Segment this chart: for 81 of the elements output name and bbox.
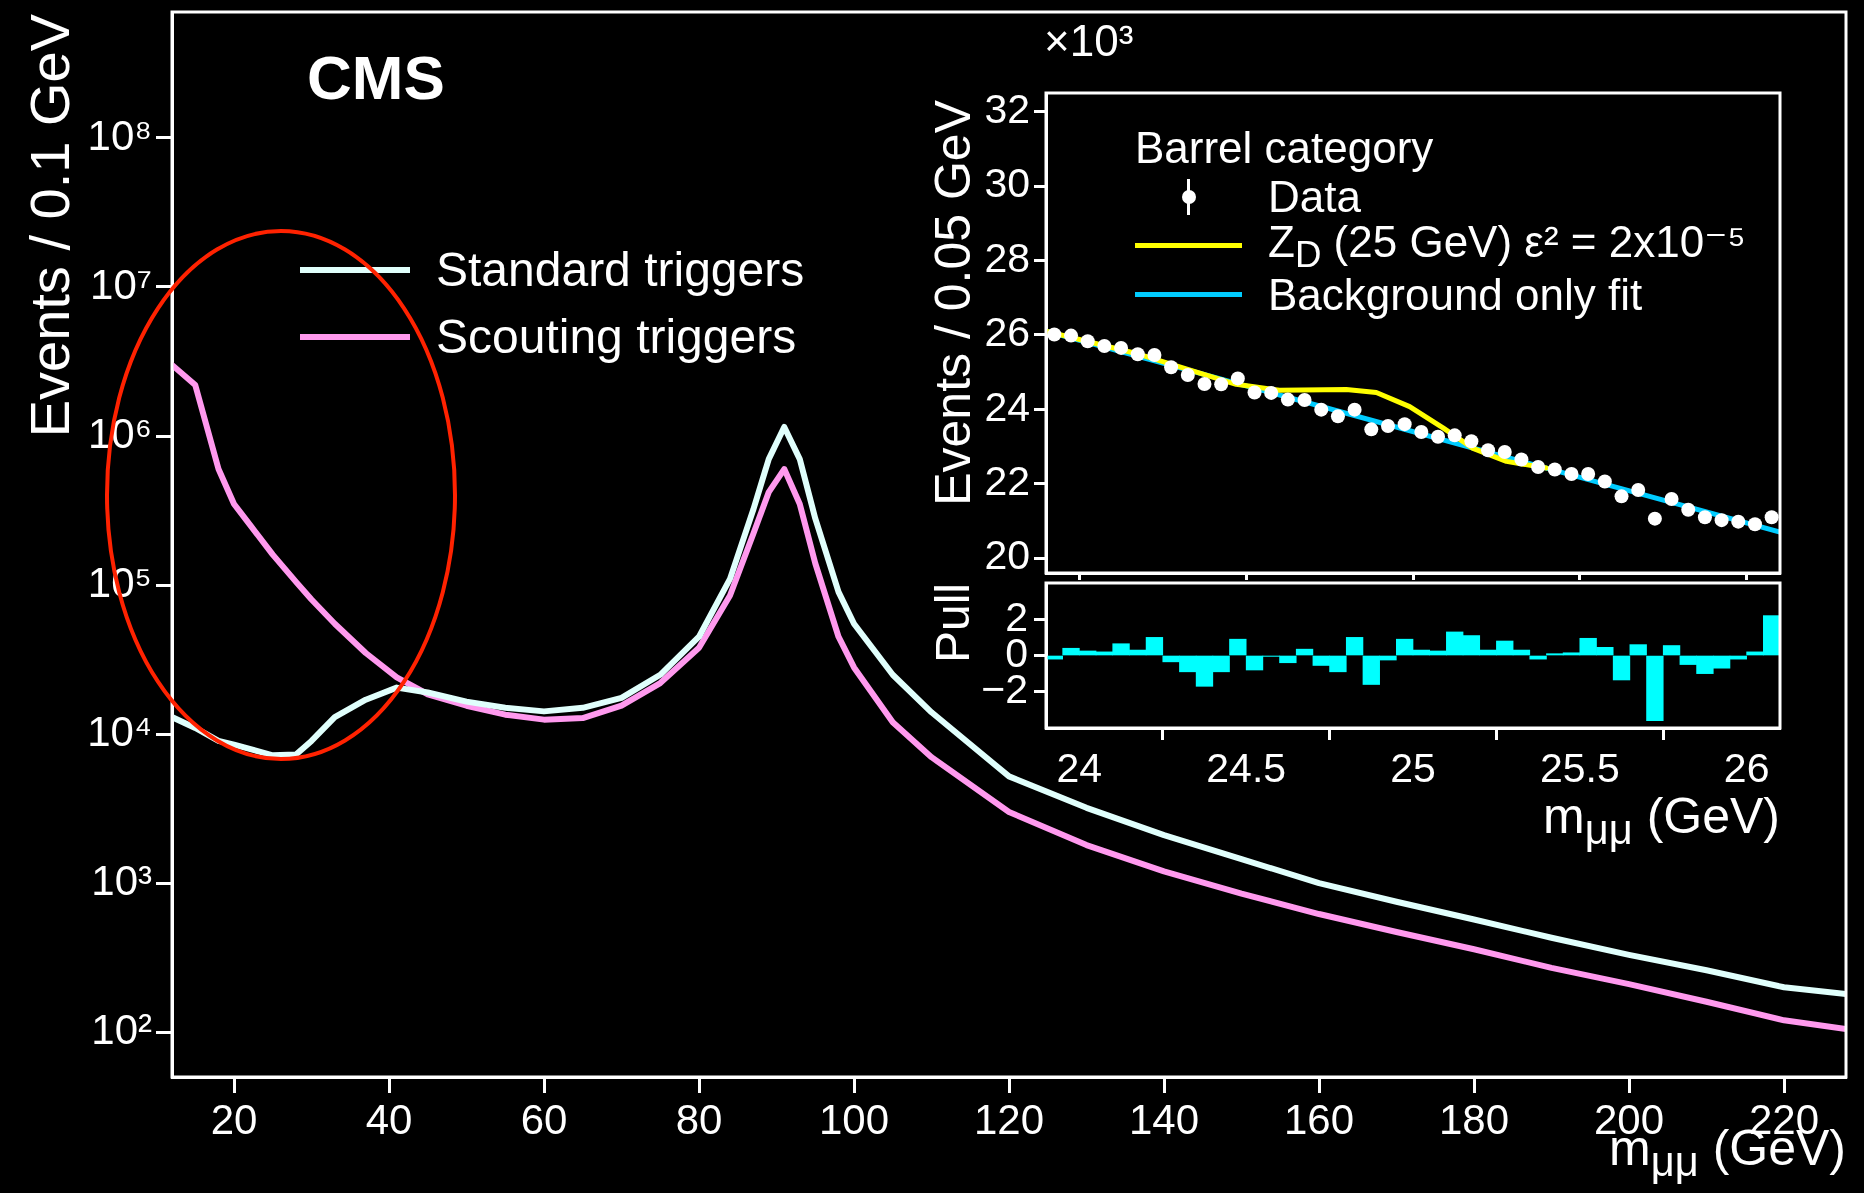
point [1714,513,1729,528]
point [1564,467,1579,482]
legend-label: Standard triggers [436,242,805,297]
point [1547,462,1562,477]
y-axis-title: Pull [925,583,980,664]
y-tick-label: −2 [981,666,1028,713]
point [1114,340,1129,355]
point [1747,517,1762,532]
y-tick-label: 26 [984,309,1030,356]
point [1247,385,1262,400]
y-tick-label: 32 [984,85,1030,132]
y-tick-label: 22 [984,458,1030,505]
point [1314,402,1329,417]
point [1647,511,1662,526]
x-tick-label: 26 [1723,744,1770,791]
point [1347,402,1362,417]
point [1064,328,1079,343]
point [1597,474,1612,489]
point [1631,483,1646,498]
x-tick-label: 180 [1438,1095,1510,1143]
x-axis-title: m$_{μμ}$ (GeV) [1543,788,1780,853]
point [1764,510,1779,525]
point [1364,422,1379,437]
point [1330,409,1345,424]
point [1731,514,1746,529]
x-tick-label: 160 [1283,1095,1355,1143]
point [1464,434,1479,449]
y-tick-label: 20 [984,532,1030,579]
point [1147,347,1162,362]
x-tick-label: 25 [1390,744,1436,791]
x-tick-label: 120 [973,1095,1045,1143]
point [1280,392,1295,407]
legend-label: Scouting triggers [436,309,797,364]
point [1581,467,1596,482]
point [1180,368,1195,383]
y-tick-label: 30 [984,160,1030,207]
y-tick-label: 10² [91,1005,153,1053]
x-tick-label: 20 [210,1095,258,1143]
legend-title: Barrel category [1135,123,1435,172]
point [1080,334,1095,349]
point [1414,424,1429,439]
point [1197,376,1212,391]
point [1380,419,1395,434]
point [1447,428,1462,443]
x-tick-label: 24 [1056,744,1103,791]
x-tick-label: 24.5 [1206,744,1287,791]
y-tick-label: 10⁷ [90,260,152,308]
y-tick-label: 10⁴ [87,707,152,755]
point [1697,510,1712,525]
x-tick-label: 60 [520,1095,568,1143]
annotation: CMS [307,42,445,114]
point [1047,327,1062,342]
point [1214,377,1229,392]
y-tick-label: 28 [984,234,1030,281]
x-tick-label: 40 [365,1095,413,1143]
annotation: ×10³ [1044,16,1134,67]
y-axis-title: Events / 0.1 GeV [18,14,82,438]
point [1264,385,1279,400]
point [1164,360,1179,375]
y-tick-label: 10⁸ [87,111,152,159]
point [1431,429,1446,444]
point [1297,392,1312,407]
point [1614,489,1629,504]
y-axis-title: Events / 0.05 GeV [925,100,982,506]
point [1514,452,1529,467]
point [1664,491,1679,506]
point [1230,371,1245,386]
point [1681,502,1696,517]
y-tick-label: 10³ [91,856,153,904]
x-tick-label: 140 [1128,1095,1200,1143]
x-tick-label: 25.5 [1539,744,1620,791]
x-tick-label: 80 [675,1095,723,1143]
point [1130,347,1145,362]
point [1497,445,1512,460]
x-tick-label: 100 [818,1095,890,1143]
point [1531,459,1546,474]
y-tick-label: 24 [984,383,1030,430]
point [1481,443,1496,458]
point [1097,339,1112,354]
y-tick-label: 2 [1005,593,1028,640]
point [1397,417,1412,432]
